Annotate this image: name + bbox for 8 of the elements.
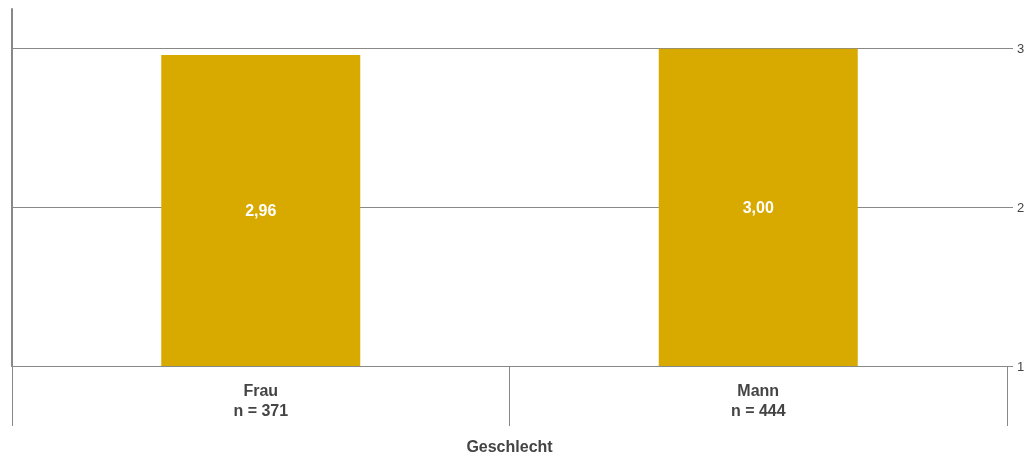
data-label: 2,96 xyxy=(245,202,277,220)
y-tick-label: 3 xyxy=(1017,41,1025,57)
x-tick-label: Frau n = 371 xyxy=(233,381,289,419)
y-tick-label: 1 xyxy=(1017,358,1025,374)
data-label: 3,00 xyxy=(742,198,774,216)
x-axis-title: Geschlecht xyxy=(466,437,554,455)
x-tick-label: Mann n = 444 xyxy=(730,381,786,419)
y-tick-label: 2 xyxy=(1017,199,1025,215)
